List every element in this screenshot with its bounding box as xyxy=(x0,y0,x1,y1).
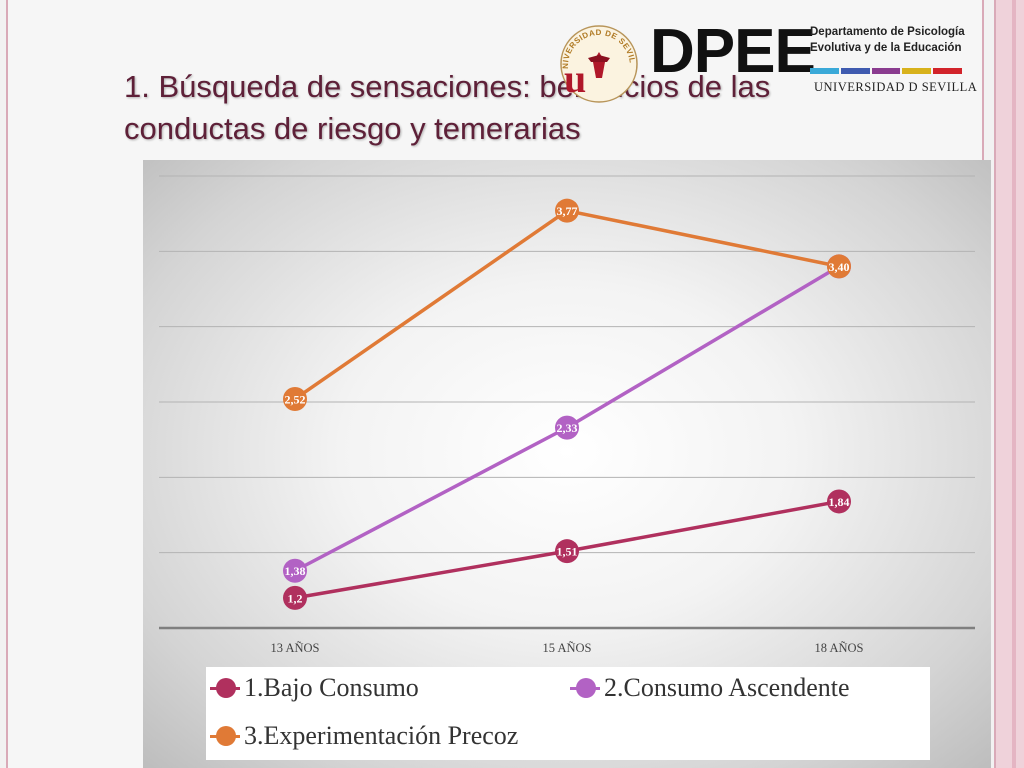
data-point xyxy=(827,254,851,279)
data-label: 2,52 xyxy=(285,392,306,406)
logo-color-segment xyxy=(871,68,901,74)
legend-dot xyxy=(216,726,236,746)
legend-label: 2.Consumo Ascendente xyxy=(604,673,850,702)
dpee-wordmark: DPEE xyxy=(650,17,816,86)
svg-text:u: u xyxy=(564,56,586,101)
logo-color-segment xyxy=(902,68,932,74)
legend-dot xyxy=(216,678,236,698)
legend-label: 3.Experimentación Precoz xyxy=(244,721,519,750)
data-label: 2,33 xyxy=(557,421,578,435)
data-point xyxy=(283,386,307,411)
data-point xyxy=(283,585,307,610)
data-label: 1,38 xyxy=(285,564,306,578)
legend-item-consumo-ascendente: 2.Consumo Ascendente xyxy=(570,673,850,703)
x-tick-label: 15 AÑOS xyxy=(543,641,592,655)
legend-marker-icon xyxy=(570,676,600,700)
logo-color-segment xyxy=(840,68,870,74)
data-label: 1,51 xyxy=(557,545,578,559)
data-point xyxy=(555,198,579,223)
university-seal-icon: UNIVERSIDAD DE SEVILLA u xyxy=(558,22,638,103)
chart-panel: 13 AÑOS 15 AÑOS 18 AÑOS 1,2 1,51 1,84 1,38 2,33… xyxy=(143,160,991,768)
chart-legend: 1.Bajo Consumo 2.Consumo Ascendente 3.Ex… xyxy=(206,667,930,760)
slide-title: 1. Búsqueda de sensaciones: beneficios d… xyxy=(124,69,771,146)
data-label: 1,84 xyxy=(829,495,850,509)
x-tick-label: 18 AÑOS xyxy=(815,641,864,655)
legend-item-bajo-consumo: 1.Bajo Consumo xyxy=(210,673,419,703)
data-label: 1,2 xyxy=(288,591,303,605)
university-name: UNIVERSIDAD D SEVILLA xyxy=(814,80,978,94)
data-point xyxy=(555,539,579,564)
data-label: 3,40 xyxy=(829,260,850,274)
series-line xyxy=(294,208,840,401)
legend-marker-icon xyxy=(210,676,240,700)
x-tick-label: 13 AÑOS xyxy=(271,641,320,655)
department-name-line-2: Evolutiva y de la Educación xyxy=(810,42,962,54)
decorative-side-stripe xyxy=(994,0,1024,768)
department-name-line-1: Departamento de Psicología xyxy=(810,26,965,38)
legend-label: 1.Bajo Consumo xyxy=(244,673,419,702)
data-label: 3,77 xyxy=(557,204,578,218)
data-point xyxy=(827,489,851,514)
data-point xyxy=(555,415,579,440)
legend-dot xyxy=(576,678,596,698)
dpee-logo: UNIVERSIDAD DE SEVILLA u DPEE Departamen… xyxy=(558,17,977,103)
logo-color-segment xyxy=(933,68,962,74)
legend-marker-icon xyxy=(210,724,240,748)
logo-color-bar xyxy=(810,68,964,74)
legend-item-experimentacion-precoz: 3.Experimentación Precoz xyxy=(210,721,518,751)
line-chart: 13 AÑOS 15 AÑOS 18 AÑOS 1,2 1,51 1,84 1,38 2,33… xyxy=(159,175,975,655)
data-point xyxy=(283,558,307,583)
logo-color-segment xyxy=(810,68,839,74)
